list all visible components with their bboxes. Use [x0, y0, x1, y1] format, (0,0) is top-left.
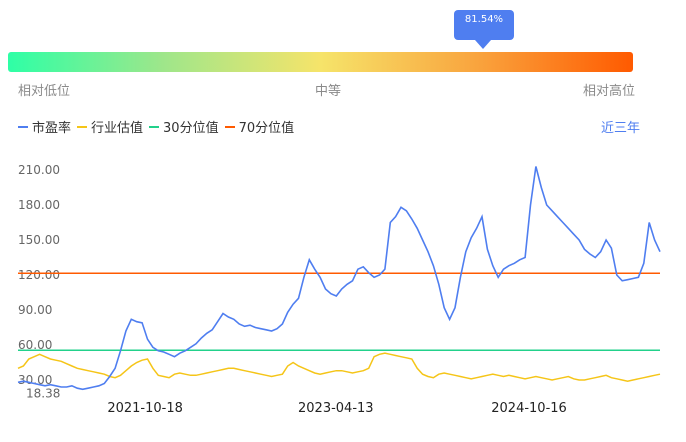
chart-legend: 市盈率 行业估值 30分位值 70分位值: [18, 117, 294, 136]
x-tick-label: 2021-10-18: [107, 401, 183, 416]
legend-swatch: [18, 125, 28, 128]
y-tick-label: 30.00: [18, 373, 52, 387]
legend-label: 70分位值: [238, 121, 295, 136]
y-tick-label: 210.00: [18, 163, 60, 177]
y-tick-label: 120.00: [18, 268, 60, 282]
y-tick-label: 180.00: [18, 198, 60, 212]
legend-item-p30[interactable]: 30分位值: [149, 117, 219, 136]
y-min-label: 18.38: [26, 387, 60, 401]
legend-swatch: [224, 125, 235, 128]
legend-label: 30分位值: [163, 121, 219, 136]
time-range-selector[interactable]: 近三年: [600, 121, 640, 136]
valuation-gradient-bar: [8, 52, 633, 72]
pe-series-line: [17, 166, 661, 391]
y-tick-label: 150.00: [18, 233, 60, 247]
level-low-label: 相对低位: [18, 84, 71, 99]
legend-item-pe[interactable]: 市盈率: [18, 117, 71, 136]
legend-label: 市盈率: [32, 121, 72, 136]
level-high-label: 相对高位: [583, 84, 636, 99]
level-mid-label: 中等: [315, 84, 342, 99]
legend-item-industry[interactable]: 行业估值: [77, 117, 143, 136]
percentile-badge-pointer: [475, 40, 491, 49]
y-tick-label: 90.00: [18, 303, 52, 317]
legend-swatch: [77, 125, 88, 128]
percentile-badge: 81.54%: [454, 10, 514, 40]
legend-swatch: [149, 125, 160, 128]
industry-valuation-series-line: [17, 352, 661, 382]
x-tick-label: 2023-04-13: [298, 401, 374, 416]
legend-item-p70[interactable]: 70分位值: [224, 117, 295, 136]
legend-label: 行业估值: [91, 121, 144, 136]
x-tick-label: 2024-10-16: [491, 401, 567, 416]
y-tick-label: 60.00: [18, 338, 52, 352]
